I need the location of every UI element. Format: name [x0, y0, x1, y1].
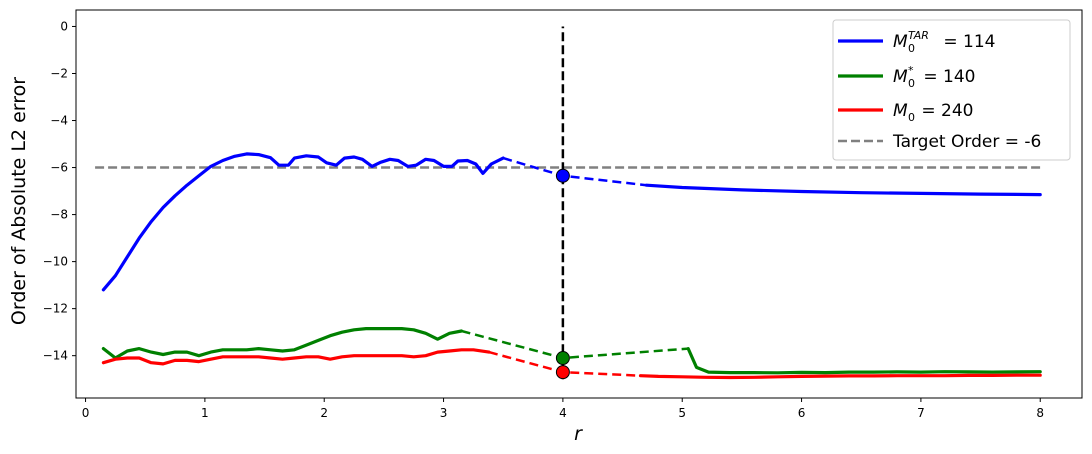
series-2: [101, 327, 1042, 375]
y-tick-label: −10: [43, 255, 68, 269]
x-tick-label: 5: [678, 406, 686, 420]
series-line-left: [101, 152, 505, 292]
reference-lines: [95, 26, 1041, 380]
series-line-dashed: [502, 156, 647, 187]
x-tick-label: 6: [798, 406, 806, 420]
series-line-right: [686, 347, 1042, 375]
x-tick-label: 8: [1036, 406, 1044, 420]
series-marker: [555, 351, 570, 366]
y-axis-label: Order of Absolute L2 error: [8, 77, 30, 325]
series-line-left: [101, 348, 491, 366]
y-tick-label: −2: [50, 66, 68, 80]
x-tick-label: 7: [917, 406, 925, 420]
x-tick-label: 0: [82, 406, 90, 420]
x-tick-label: 1: [201, 406, 209, 420]
series-1: [101, 152, 1042, 292]
x-axis: 0 1 2 3 4 5 6 7 8: [82, 398, 1044, 420]
x-tick-label: 2: [320, 406, 328, 420]
y-tick-label: 0: [60, 19, 68, 33]
series-line-right: [644, 183, 1042, 197]
legend-entry-label: MTAR 0 = 114: [893, 29, 996, 55]
legend-box: [832, 19, 1071, 161]
series-line-left: [101, 327, 464, 360]
x-tick-label: 3: [440, 406, 448, 420]
y-tick-label: −8: [50, 208, 68, 222]
series-marker: [555, 168, 570, 183]
y-tick-label: −6: [50, 161, 68, 175]
legend: MTAR 0 = 114 M* 0 = 140 M0 = 240 Target Order…: [832, 19, 1071, 161]
series-line-right: [638, 373, 1042, 380]
markers-layer: [555, 168, 570, 380]
legend-entry-label: Target Order = -6: [892, 132, 1041, 152]
legend-entry-label: M0 = 240: [893, 101, 974, 124]
y-tick-label: −4: [50, 114, 68, 128]
plot-area-frame: [75, 9, 1083, 399]
y-axis: 0 −2 −4 −6 −8 −10 −12 −14: [43, 19, 76, 363]
y-tick-label: −14: [43, 349, 68, 363]
series-marker: [555, 365, 570, 380]
x-tick-label: 4: [559, 406, 567, 420]
legend-entry-label: M* 0 = 140: [893, 64, 976, 90]
y-tick-label: −12: [43, 302, 68, 316]
series-layer: [101, 152, 1042, 380]
x-axis-label: r: [574, 423, 583, 445]
